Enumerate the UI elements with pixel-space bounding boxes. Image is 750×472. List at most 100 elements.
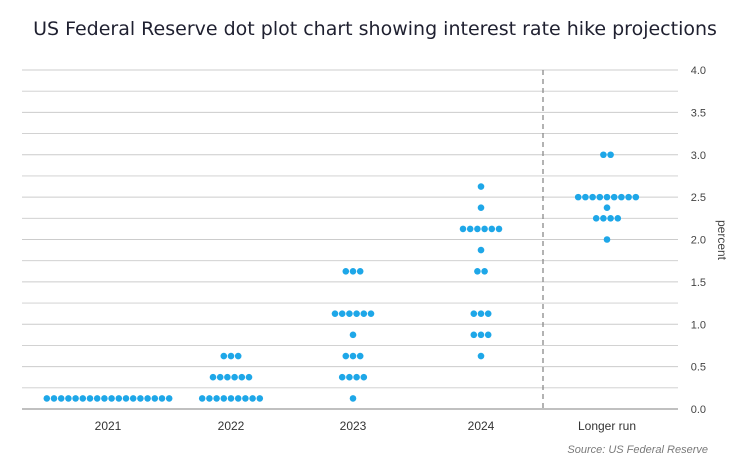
- projection-dot: [234, 352, 242, 360]
- projection-dot: [249, 395, 256, 402]
- projection-dot: [470, 310, 478, 317]
- x-axis-labels: 2021 2022 2023 2024 Longer run: [95, 419, 636, 433]
- projection-dot: [625, 193, 632, 201]
- projection-dot: [206, 395, 213, 402]
- projection-dot: [632, 193, 640, 201]
- projection-dot: [459, 225, 467, 233]
- projection-dot: [213, 395, 220, 402]
- projection-dot: [474, 267, 481, 275]
- projection-dot: [50, 395, 58, 402]
- projection-dot: [477, 204, 485, 212]
- projection-dot: [331, 310, 339, 317]
- y-tick-label: 2.0: [691, 235, 706, 247]
- projection-dot: [349, 267, 357, 275]
- projection-dot: [158, 395, 166, 402]
- projection-dot: [57, 395, 65, 402]
- projection-dot: [353, 310, 360, 317]
- projection-dot: [234, 395, 242, 402]
- projection-dot: [477, 246, 485, 254]
- projection-dot: [349, 331, 357, 339]
- projection-dot: [224, 373, 231, 381]
- y-tick-label: 0.0: [691, 404, 706, 416]
- projection-dot: [607, 151, 614, 159]
- projection-dot: [484, 331, 492, 339]
- y-axis-title: percent: [715, 220, 729, 261]
- x-tick-label: 2023: [340, 419, 367, 433]
- projection-dot: [115, 395, 123, 402]
- projection-dot: [488, 225, 496, 233]
- x-tick-label: 2022: [218, 419, 245, 433]
- projection-dot: [466, 225, 474, 233]
- projection-dot: [474, 225, 481, 233]
- projection-dot: [607, 215, 614, 222]
- projection-dot: [256, 395, 264, 402]
- projection-dot: [338, 373, 346, 381]
- y-tick-label: 1.5: [691, 277, 706, 289]
- projection-dot: [596, 193, 604, 201]
- projection-dot: [220, 395, 228, 402]
- projection-dot: [603, 193, 611, 201]
- projection-dot: [165, 395, 173, 402]
- projection-dot: [198, 395, 206, 402]
- x-tick-label: Longer run: [578, 419, 636, 433]
- projection-dot: [231, 373, 238, 381]
- projection-dot: [470, 331, 478, 339]
- projection-dot: [151, 395, 159, 402]
- y-tick-label: 4.0: [691, 65, 706, 77]
- y-tick-label: 3.5: [691, 107, 706, 119]
- projection-dot: [356, 267, 364, 275]
- projection-dot: [360, 310, 368, 317]
- projection-dot: [72, 395, 79, 402]
- projection-dot: [43, 395, 51, 402]
- projection-dot: [93, 395, 101, 402]
- chart-title: US Federal Reserve dot plot chart showin…: [33, 18, 717, 40]
- projection-dot: [65, 395, 72, 402]
- projection-dot: [227, 395, 235, 402]
- projection-dot: [495, 225, 503, 233]
- projection-dot: [484, 310, 492, 317]
- y-tick-label: 1.0: [691, 319, 706, 331]
- y-tick-label: 0.5: [691, 362, 706, 374]
- projection-dot: [481, 225, 488, 233]
- projection-dot: [589, 193, 596, 201]
- projection-dot: [477, 352, 485, 360]
- dots: [43, 151, 640, 402]
- projection-dot: [610, 193, 618, 201]
- projection-dot: [353, 373, 360, 381]
- projection-dot: [367, 310, 375, 317]
- projection-dot: [600, 151, 607, 159]
- projection-dot: [356, 352, 364, 360]
- projection-dot: [360, 373, 368, 381]
- x-tick-label: 2021: [95, 419, 122, 433]
- projection-dot: [477, 331, 485, 339]
- projection-dot: [614, 215, 622, 222]
- projection-dot: [101, 395, 108, 402]
- projection-dot: [349, 352, 357, 360]
- projection-dot: [618, 193, 625, 201]
- projection-dot: [481, 267, 488, 275]
- projection-dot: [592, 215, 600, 222]
- projection-dot: [245, 373, 253, 381]
- projection-dot: [144, 395, 151, 402]
- projection-dot: [79, 395, 87, 402]
- projection-dot: [342, 352, 350, 360]
- y-tick-label: 3.0: [691, 150, 706, 162]
- projection-dot: [346, 373, 353, 381]
- projection-dot: [477, 183, 485, 190]
- y-axis: 0.0 0.5 1.0 1.5 2.0 2.5 3.0 3.5 4.0 percent: [691, 65, 729, 416]
- projection-dot: [129, 395, 137, 402]
- y-tick-label: 2.5: [691, 192, 706, 204]
- projection-dot: [603, 204, 611, 212]
- projection-dot: [220, 352, 228, 360]
- projection-dot: [209, 373, 217, 381]
- projection-dot: [338, 310, 346, 317]
- projection-dot: [242, 395, 249, 402]
- projection-dot: [582, 193, 589, 201]
- projection-dot: [108, 395, 115, 402]
- projection-dot: [122, 395, 130, 402]
- source-note: Source: US Federal Reserve: [567, 444, 708, 456]
- projection-dot: [137, 395, 144, 402]
- projection-dot: [346, 310, 353, 317]
- projection-dot: [603, 236, 611, 243]
